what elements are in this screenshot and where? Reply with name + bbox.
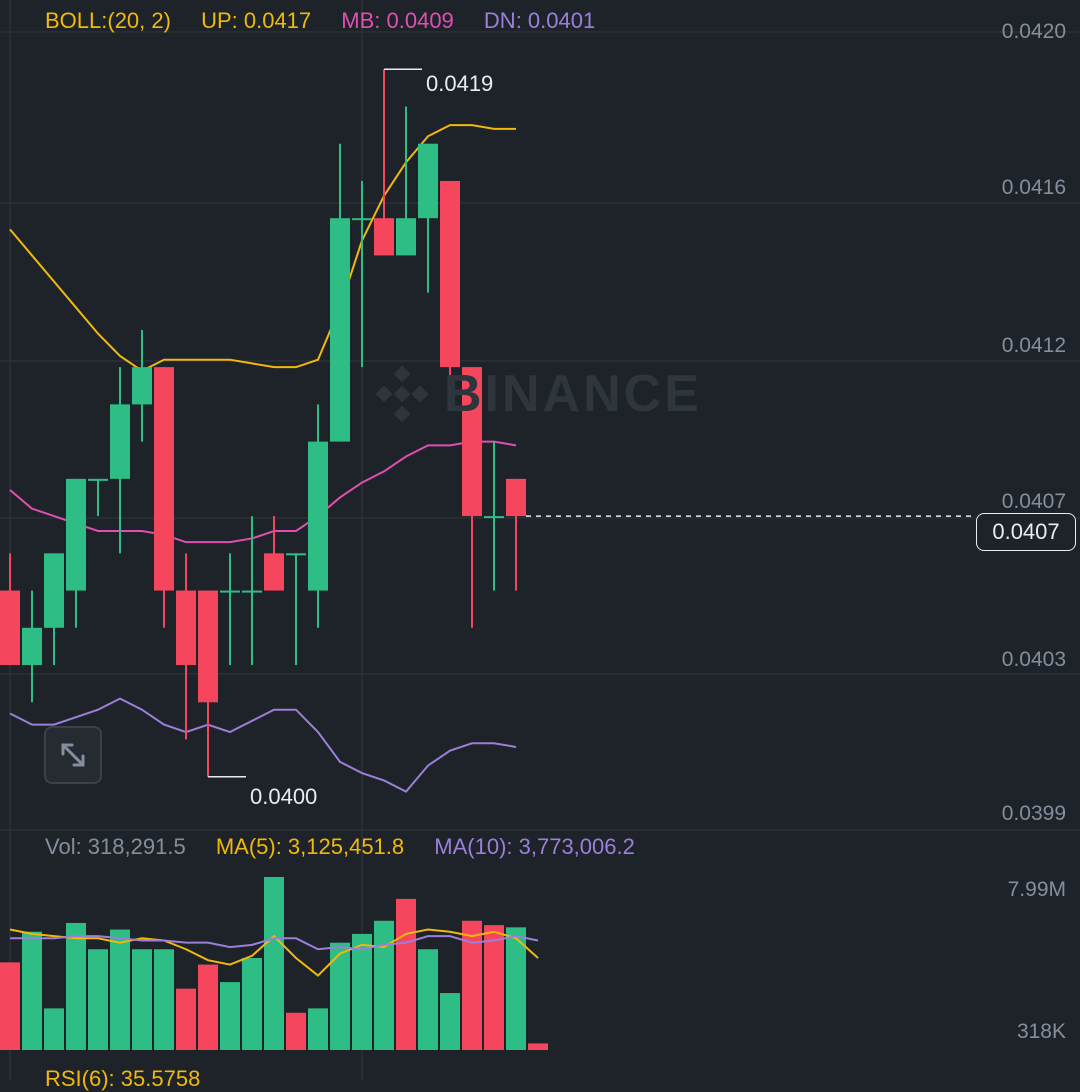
volume-ma5-line [9, 928, 539, 977]
candle-body [506, 478, 526, 517]
volume-bar [506, 927, 526, 1050]
price-axis-label: 0.0416 [1001, 176, 1066, 199]
bollinger-bands [9, 124, 517, 793]
price-axis-label: 0.0420 [1001, 20, 1066, 43]
rsi-legend: RSI(6): 35.5758 [45, 1066, 224, 1092]
candle-body [22, 627, 42, 666]
candle-body [440, 180, 460, 368]
candle-body [154, 367, 174, 591]
volume-bar [0, 962, 20, 1050]
volume-bar [220, 982, 240, 1050]
candle-body [88, 478, 108, 481]
candle-body [308, 441, 328, 591]
volume-bar [352, 933, 372, 1050]
price-axis-label: 0.0412 [1001, 334, 1066, 357]
volume-bars [0, 876, 548, 1050]
volume-bar [374, 920, 394, 1050]
boll-up-line [9, 124, 516, 373]
volume-bar [110, 929, 130, 1050]
boll-dn-line [9, 697, 517, 793]
candle-body [396, 218, 416, 256]
volume-axis-bottom: 318K [1016, 1020, 1066, 1043]
volume-bar [484, 925, 504, 1050]
volume-bar [308, 1008, 328, 1050]
price-axis-label: 0.0407 [1001, 490, 1066, 513]
boll-dn-value: DN: 0.0401 [483, 8, 596, 33]
candle-body [132, 367, 152, 405]
volume-bar [440, 993, 460, 1050]
boll-params: BOLL:(20, 2) [45, 8, 171, 33]
rsi-value: RSI(6): 35.5758 [45, 1066, 201, 1091]
candle-body [418, 143, 438, 219]
candle-body [242, 590, 262, 593]
volume-bar [198, 964, 218, 1050]
volume-bar [242, 958, 262, 1050]
volume-bar [418, 949, 438, 1050]
boll-mb-value: MB: 0.0409 [341, 8, 454, 33]
volume-ma5-value: MA(5): 3,125,451.8 [215, 834, 405, 859]
volume-bar [154, 949, 174, 1050]
expand-button[interactable] [44, 726, 102, 784]
boll-up-value: UP: 0.0417 [201, 8, 312, 33]
volume-bar [264, 876, 284, 1050]
volume-bar [66, 922, 86, 1050]
expand-arrows-icon [61, 743, 85, 767]
price-axis-label: 0.0399 [1001, 802, 1066, 825]
volume-bar [132, 949, 152, 1050]
boll-legend: BOLL:(20, 2) UP: 0.0417 MB: 0.0409 DN: 0… [45, 8, 619, 34]
candle-body [330, 218, 350, 442]
binance-watermark: BINANCE [370, 362, 702, 426]
candle-body [286, 553, 306, 556]
candle-body [44, 553, 64, 628]
volume-bar [176, 988, 196, 1050]
volume-ma10-value: MA(10): 3,773,006.2 [434, 834, 635, 859]
candle-body [110, 404, 130, 479]
candle-body [352, 218, 372, 221]
candle-body [484, 516, 504, 519]
candle-body [176, 590, 196, 666]
volume-bar [330, 942, 350, 1050]
volume-legend: Vol: 318,291.5 MA(5): 3,125,451.8 MA(10)… [45, 834, 659, 860]
volume-value: Vol: 318,291.5 [45, 834, 186, 859]
volume-bar [396, 898, 416, 1050]
candle-body [220, 590, 240, 593]
volume-bar [44, 1008, 64, 1050]
candle-body [462, 367, 482, 517]
high-price-label: 0.0419 [426, 71, 494, 96]
volume-bar [528, 1043, 548, 1050]
binance-logo-icon [375, 365, 429, 423]
candlestick-series [0, 69, 526, 777]
candle-body [198, 590, 218, 703]
current-price-tag[interactable]: 0.0407 [976, 513, 1076, 551]
low-price-label: 0.0400 [250, 784, 318, 809]
price-markers [208, 68, 976, 778]
boll-mb-line [9, 440, 517, 544]
candle-body [66, 478, 86, 591]
volume-axis-top: 7.99M [1007, 878, 1066, 901]
volume-bar [286, 1012, 306, 1050]
volume-bar [462, 920, 482, 1050]
price-axis-label: 0.0403 [1001, 648, 1066, 671]
candle-body [374, 218, 394, 256]
candle-body [0, 590, 20, 666]
volume-bar [22, 931, 42, 1050]
candle-body [264, 553, 284, 591]
volume-bar [88, 949, 108, 1050]
volume-ma-lines [9, 928, 539, 977]
volume-ma10-line [10, 935, 539, 951]
watermark-text: BINANCE [444, 365, 702, 423]
